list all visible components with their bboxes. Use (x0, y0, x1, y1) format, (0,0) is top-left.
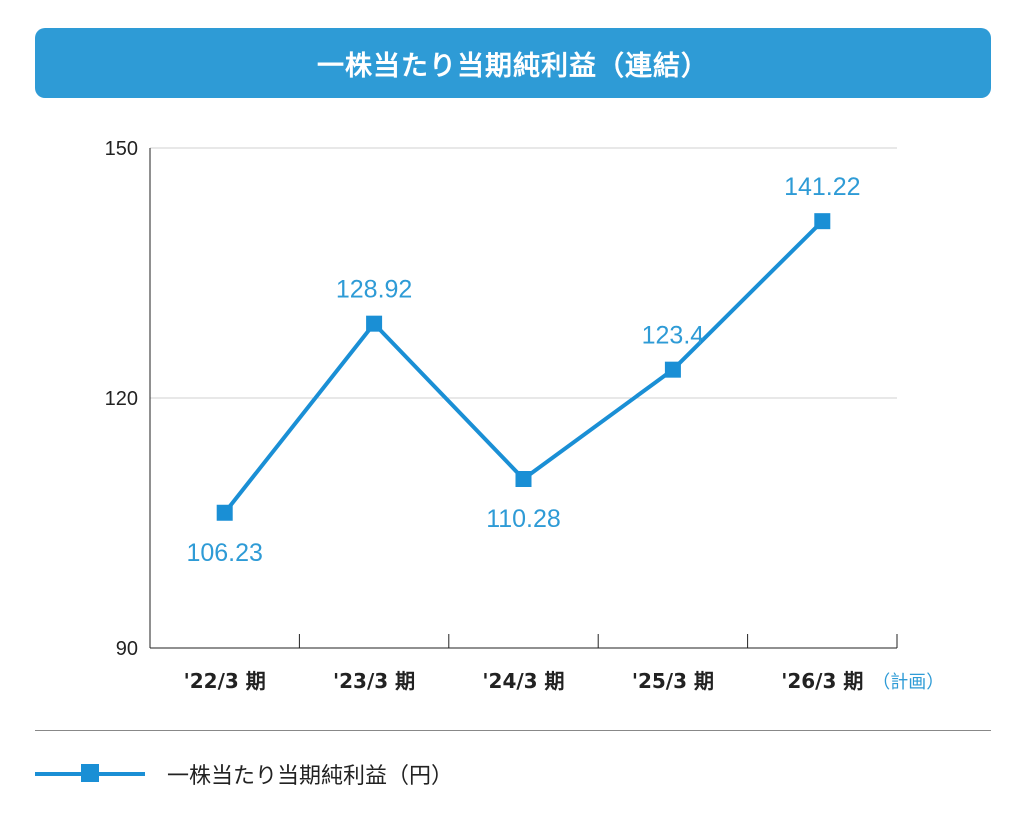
data-point-marker (515, 471, 532, 487)
x-tick-label: '22/3 期 (184, 669, 266, 693)
x-tick-label: '23/3 期 (333, 669, 415, 693)
data-label: 110.28 (486, 505, 561, 533)
x-tick-label: '25/3 期 (632, 669, 714, 693)
y-tick-label: 150 (105, 138, 138, 160)
legend-label: 一株当たり当期純利益（円） (167, 764, 454, 789)
data-label: 141.22 (784, 173, 860, 201)
x-tick-label: '24/3 期 (482, 669, 564, 693)
chart-title-banner: 一株当たり当期純利益（連結） (35, 28, 991, 98)
legend-square-marker-icon (81, 764, 99, 782)
data-point-marker (216, 504, 233, 521)
data-label: 106.23 (186, 539, 262, 567)
data-label: 128.92 (336, 276, 412, 304)
data-point-marker (366, 315, 383, 332)
x-tick-note: （計画） (872, 672, 944, 693)
data-label: 123.4 (642, 322, 705, 350)
series-line (223, 219, 824, 514)
data-point-marker (814, 213, 831, 230)
legend: 一株当たり当期純利益（円） (35, 758, 453, 790)
legend-line-icon (35, 764, 145, 782)
y-tick-label: 120 (105, 388, 138, 410)
chart-title: 一株当たり当期純利益（連結） (317, 50, 709, 82)
x-tick-label: '26/3 期 (781, 669, 863, 693)
y-tick-label: 90 (116, 638, 138, 660)
legend-divider (35, 730, 991, 731)
data-point-marker (664, 361, 681, 378)
line-chart: 90 120 150 '22/3 期 '23/3 期 '24/3 期 '25/3 期 '26/… (105, 138, 945, 693)
